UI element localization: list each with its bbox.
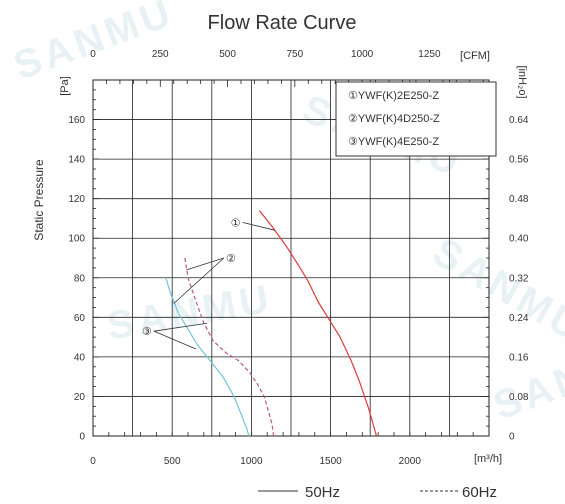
footer-legend: 50Hz 60Hz: [258, 484, 497, 501]
x2-tick-label-3: 750: [286, 49, 303, 60]
legend-entry-3: ③YWF(K)4E250-Z: [348, 136, 439, 148]
callout-label-1: ①: [231, 217, 241, 229]
callout-leader-2-2: [173, 257, 225, 304]
callout-label-2: ②: [226, 253, 236, 265]
y2-tick-label-0: 0: [509, 432, 515, 443]
x2-tick-label-1: 250: [152, 49, 169, 60]
watermark-5: SANMU: [488, 330, 565, 428]
chart-axes: [92, 79, 490, 437]
y-tick-label-5: 100: [68, 234, 85, 245]
annotation-layer: ① ② ③: [142, 217, 276, 350]
y-tick-label-3: 60: [74, 313, 86, 324]
y-axis-label: Static Pressure: [32, 159, 46, 241]
tick-labels: 0 20 40 60 80 100 120 140 160 0 0.08 0.16 0.24 0.32 0.…: [68, 49, 529, 467]
series-line-2: [184, 257, 275, 437]
legend-frame: [335, 81, 497, 157]
series-layer: [165, 210, 378, 437]
x2-tick-label-2: 500: [219, 49, 236, 60]
watermark-4: SANMU: [426, 230, 565, 351]
y-tick-label-1: 20: [74, 392, 86, 403]
legend-entry-1: ①YWF(K)2E250-Z: [348, 90, 439, 102]
y-tick-label-6: 120: [68, 194, 85, 205]
y-tick-label-7: 140: [68, 155, 85, 166]
callout-leader-3-1: [153, 322, 208, 332]
y-axis-unit: [Pa]: [59, 76, 71, 96]
x2-tick-label-0: 0: [90, 49, 96, 60]
x2-axis-unit: [CFM]: [460, 50, 490, 62]
x-tick-label-4: 2000: [399, 456, 422, 467]
x-tick-label-0: 0: [90, 456, 96, 467]
watermark-layer: SANMUSANMUSANMUSANMUSANMU: [8, 0, 565, 428]
callout-leader-1-1: [242, 222, 276, 231]
y2-tick-label-5: 0.40: [509, 234, 529, 245]
y2-tick-label-6: 0.48: [509, 194, 529, 205]
chart-title: Flow Rate Curve: [208, 12, 357, 34]
y2-tick-label-4: 0.32: [509, 273, 529, 284]
x-tick-label-3: 1500: [319, 456, 342, 467]
y-tick-label-4: 80: [74, 273, 86, 284]
footer-50hz-label: 50Hz: [305, 484, 340, 501]
series-line-1: [258, 210, 378, 437]
y2-tick-label-2: 0.16: [509, 352, 529, 363]
x-axis-unit: [m³/h]: [474, 453, 502, 465]
x2-tick-label-4: 1000: [351, 49, 374, 60]
x-tick-label-1: 500: [164, 456, 181, 467]
y2-tick-label-3: 0.24: [509, 313, 529, 324]
y2-axis-unit: [inH₂o]: [516, 65, 528, 98]
callout-leader-3-2: [153, 330, 197, 350]
y-tick-label-8: 160: [68, 115, 85, 126]
callout-leader-2-1: [186, 257, 224, 271]
series-line-3: [165, 277, 250, 437]
y-tick-label-0: 0: [79, 432, 85, 443]
x2-tick-label-5: 1250: [418, 49, 441, 60]
watermark-1: SANMU: [8, 0, 180, 88]
y2-tick-label-1: 0.08: [509, 392, 529, 403]
y2-tick-label-7: 0.56: [509, 155, 529, 166]
watermark-3: SANMU: [104, 277, 276, 349]
y-tick-label-2: 40: [74, 352, 86, 363]
chart-grid: [93, 80, 489, 436]
legend: ①YWF(K)2E250-Z ②YWF(K)4D250-Z ③YWF(K)4E2…: [335, 81, 497, 157]
x-tick-label-2: 1000: [240, 456, 263, 467]
legend-entry-2: ②YWF(K)4D250-Z: [348, 113, 440, 125]
callout-label-3: ③: [142, 326, 152, 338]
y2-tick-label-8: 0.64: [509, 115, 529, 126]
footer-60hz-label: 60Hz: [462, 484, 497, 501]
